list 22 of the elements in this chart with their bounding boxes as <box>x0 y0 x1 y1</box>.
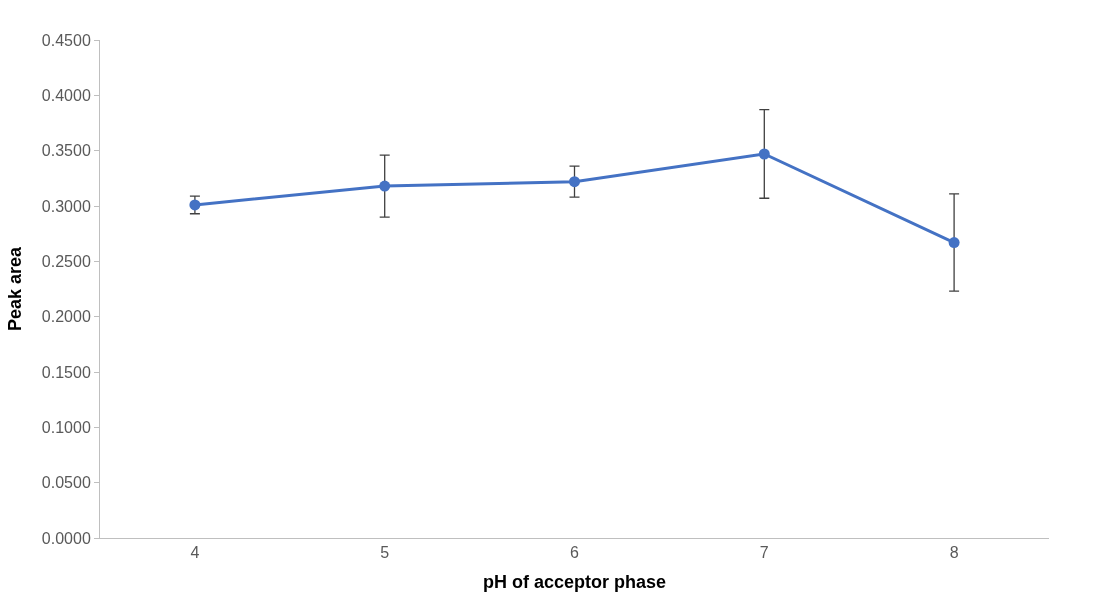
y-tick-label: 0.3000 <box>41 197 91 215</box>
y-tick-label: 0.3500 <box>41 142 91 160</box>
y-tick-label: 0.4500 <box>41 31 91 49</box>
x-tick-label: 8 <box>949 544 959 562</box>
point <box>758 148 770 160</box>
y-tick-label: 0.0000 <box>41 529 91 547</box>
y-tick-label: 0.2500 <box>41 252 91 270</box>
point <box>569 176 580 188</box>
point <box>948 237 960 249</box>
point <box>189 199 201 211</box>
y-tick-label: 0.4000 <box>41 86 91 104</box>
y-tick-label: 0.2000 <box>41 308 91 326</box>
y-tick-label: 0.0500 <box>41 474 91 492</box>
x-tick-label: 4 <box>190 544 200 562</box>
x-tick-label: 6 <box>570 544 580 562</box>
x-tick-label: 7 <box>759 544 769 562</box>
y-axis-title: Peak area <box>5 245 26 332</box>
x-tick-label: 5 <box>380 544 390 562</box>
point <box>379 180 391 192</box>
y-tick-label: 0.1500 <box>41 363 91 381</box>
x-axis-title: pH of acceptor phase <box>482 572 667 593</box>
y-tick-label: 0.1000 <box>41 418 91 436</box>
